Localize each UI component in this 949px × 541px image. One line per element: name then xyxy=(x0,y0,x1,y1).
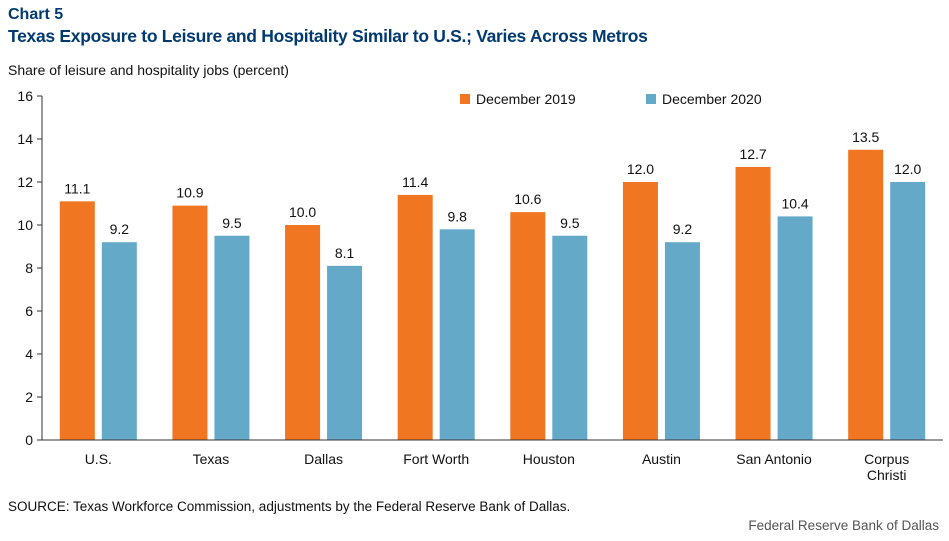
legend-swatch-dec2020 xyxy=(646,94,656,104)
bar-dec2020 xyxy=(439,229,475,440)
bar-dec2019 xyxy=(735,166,771,440)
bar-dec2020 xyxy=(552,235,588,440)
data-label: 13.5 xyxy=(852,129,879,145)
data-label: 10.9 xyxy=(176,185,203,201)
bar-dec2020 xyxy=(777,216,813,440)
y-tick-label: 14 xyxy=(17,131,33,147)
x-tick-label: Christi xyxy=(867,467,907,483)
x-tick-label: Dallas xyxy=(304,451,343,467)
source-note: SOURCE: Texas Workforce Commission, adju… xyxy=(8,499,571,514)
bar-dec2019 xyxy=(285,225,321,440)
y-tick-label: 10 xyxy=(17,217,33,233)
bar-dec2019 xyxy=(172,205,208,440)
y-tick-label: 8 xyxy=(25,260,33,276)
x-tick-label: Austin xyxy=(642,451,681,467)
x-tick-label: Fort Worth xyxy=(403,451,469,467)
data-label: 10.0 xyxy=(289,204,316,220)
y-tick-label: 0 xyxy=(25,432,33,448)
data-label: 9.2 xyxy=(673,221,693,237)
bar-dec2020 xyxy=(890,182,926,440)
legend-swatch-dec2019 xyxy=(460,94,470,104)
y-tick-label: 6 xyxy=(25,303,33,319)
bar-dec2019 xyxy=(510,212,546,440)
x-tick-label: San Antonio xyxy=(736,451,812,467)
bar-dec2020 xyxy=(101,242,137,440)
data-label: 11.4 xyxy=(402,174,428,190)
data-label: 9.2 xyxy=(110,221,130,237)
y-tick-label: 16 xyxy=(17,88,33,104)
bar-dec2020 xyxy=(327,265,363,440)
bar-dec2019 xyxy=(59,201,95,440)
data-label: 12.0 xyxy=(894,161,921,177)
y-tick-label: 2 xyxy=(25,389,33,405)
data-label: 9.5 xyxy=(560,215,580,231)
data-label: 10.4 xyxy=(781,195,808,211)
x-tick-label: Houston xyxy=(523,451,575,467)
bar-dec2019 xyxy=(848,149,884,440)
data-label: 9.8 xyxy=(447,208,467,224)
data-label: 12.0 xyxy=(627,161,654,177)
y-tick-label: 4 xyxy=(25,346,33,362)
legend-label: December 2019 xyxy=(476,91,576,107)
x-tick-label: U.S. xyxy=(85,451,112,467)
x-tick-label: Corpus xyxy=(864,451,909,467)
bar-dec2019 xyxy=(397,194,433,440)
data-label: 10.6 xyxy=(514,191,541,207)
bar-dec2020 xyxy=(664,242,700,440)
legend-label: December 2020 xyxy=(662,91,762,107)
bar-dec2019 xyxy=(622,182,658,440)
data-label: 8.1 xyxy=(335,245,355,261)
y-tick-label: 12 xyxy=(17,174,33,190)
x-tick-label: Texas xyxy=(193,451,230,467)
y-axis-label: Share of leisure and hospitality jobs (p… xyxy=(8,62,289,78)
chart-label: Chart 5 xyxy=(8,6,64,23)
data-label: 12.7 xyxy=(739,146,766,162)
data-label: 11.1 xyxy=(64,180,90,196)
data-label: 9.5 xyxy=(222,215,242,231)
credit-note: Federal Reserve Bank of Dallas xyxy=(748,518,939,533)
chart-title: Texas Exposure to Leisure and Hospitalit… xyxy=(8,26,648,46)
bar-dec2020 xyxy=(214,235,250,440)
